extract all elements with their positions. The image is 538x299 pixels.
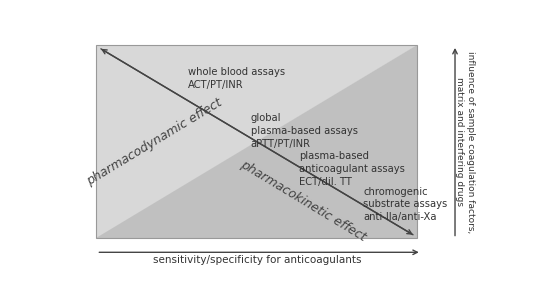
Text: pharmacodynamic effect: pharmacodynamic effect — [85, 96, 225, 188]
Polygon shape — [96, 45, 417, 239]
Polygon shape — [96, 45, 417, 239]
Text: whole blood assays
ACT/PT/INR: whole blood assays ACT/PT/INR — [188, 67, 285, 90]
Text: global
plasma-based assays
aPTT/PT/INR: global plasma-based assays aPTT/PT/INR — [251, 113, 358, 149]
Text: plasma-based
anticoagulant assays
ECT/dil. TT: plasma-based anticoagulant assays ECT/di… — [299, 151, 405, 187]
Text: pharmacokinetic effect: pharmacokinetic effect — [238, 158, 368, 243]
Text: sensitivity/specificity for anticoagulants: sensitivity/specificity for anticoagulan… — [153, 255, 361, 265]
Bar — [96, 45, 417, 239]
Text: chromogenic
substrate assays
anti-IIa/anti-Xa: chromogenic substrate assays anti-IIa/an… — [363, 187, 448, 222]
Text: influence of sample coagulation factors,
matrix and interfering drugs: influence of sample coagulation factors,… — [455, 51, 476, 233]
